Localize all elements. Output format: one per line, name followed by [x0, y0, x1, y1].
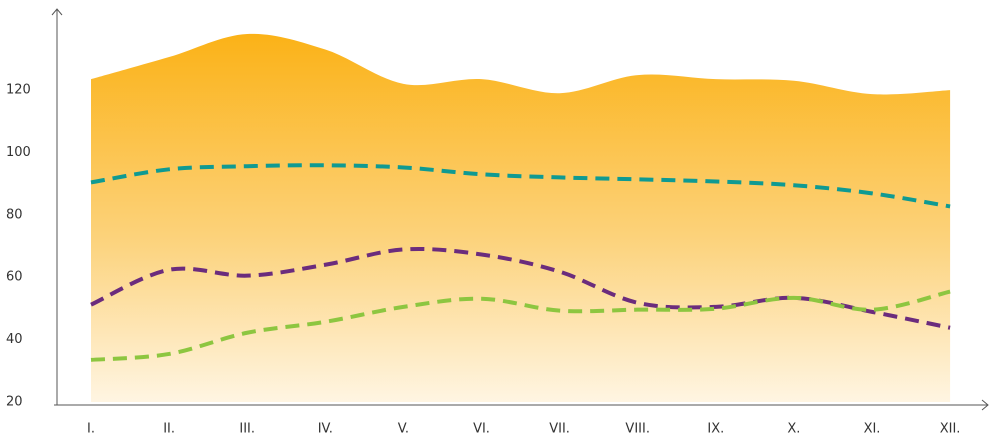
x-tick-label: VI.	[473, 422, 490, 437]
x-tick-label: II.	[163, 422, 175, 437]
y-tick-label: 20	[6, 395, 23, 410]
x-tick-label: I.	[87, 422, 95, 437]
x-tick-label: III.	[239, 422, 255, 437]
dashed-line	[90, 163, 951, 209]
x-tick-label: VIII.	[625, 422, 650, 437]
y-axis-arrow	[51, 8, 63, 16]
y-tick-label: 80	[6, 207, 23, 222]
x-tick-label: V.	[398, 422, 409, 437]
y-tick-label: 40	[6, 332, 23, 347]
plot-area	[90, 33, 951, 402]
x-tick-label: IX.	[707, 422, 724, 437]
x-axis-arrow	[981, 399, 989, 411]
x-tick-label: XI.	[864, 422, 881, 437]
x-tick-label: XII.	[940, 422, 961, 437]
y-tick-label: 120	[6, 83, 31, 98]
x-tick-label: X.	[787, 422, 800, 437]
x-tick-label: VII.	[549, 422, 570, 437]
y-tick-label: 60	[6, 270, 23, 285]
area	[91, 33, 951, 402]
y-tick-label: 100	[6, 145, 31, 160]
x-tick-label: IV.	[318, 422, 333, 437]
